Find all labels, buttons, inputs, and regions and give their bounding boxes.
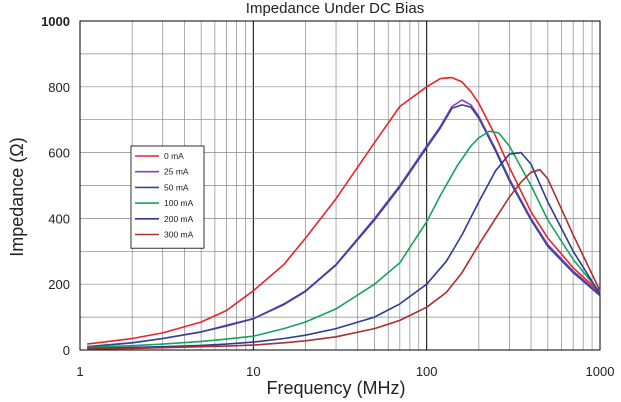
legend-label: 200 mA xyxy=(164,214,194,224)
y-axis-label: Impedance (Ω) xyxy=(7,137,27,257)
legend-label: 50 mA xyxy=(164,182,189,192)
y-tick-label: 200 xyxy=(48,277,70,292)
x-tick-label: 1000 xyxy=(586,364,615,379)
legend-label: 0 mA xyxy=(164,151,184,161)
series-line-100-ma xyxy=(87,130,601,349)
legend-box xyxy=(130,145,205,249)
y-tick-label: 400 xyxy=(48,211,70,226)
y-tick-label: 600 xyxy=(48,146,70,161)
y-tick-label: 800 xyxy=(48,80,70,95)
legend: 0 mA 25 mA 50 mA 100 mA 200 mA 300 mA xyxy=(130,145,205,249)
series-lines xyxy=(87,76,601,350)
x-tick-label: 100 xyxy=(416,364,438,379)
chart-title: Impedance Under DC Bias xyxy=(246,0,424,17)
plot-frame xyxy=(79,20,601,351)
grid-layer xyxy=(80,21,600,350)
y-tick-label: 1000 xyxy=(41,14,70,29)
series-line-50-ma xyxy=(87,104,601,348)
legend-label: 100 mA xyxy=(164,198,194,208)
legend-label: 25 mA xyxy=(164,167,189,177)
tick-labels: 1 10 100 1000 0 200 400 600 800 1000 xyxy=(41,14,614,379)
x-tick-label: 1 xyxy=(76,364,83,379)
series-line-300-ma xyxy=(87,168,601,350)
series-line-200-ma xyxy=(87,151,601,350)
series-line-0-ma xyxy=(87,76,601,345)
x-tick-label: 10 xyxy=(246,364,260,379)
y-tick-label: 0 xyxy=(63,343,70,358)
x-axis-label: Frequency (MHz) xyxy=(266,378,405,398)
legend-label: 300 mA xyxy=(164,230,194,240)
